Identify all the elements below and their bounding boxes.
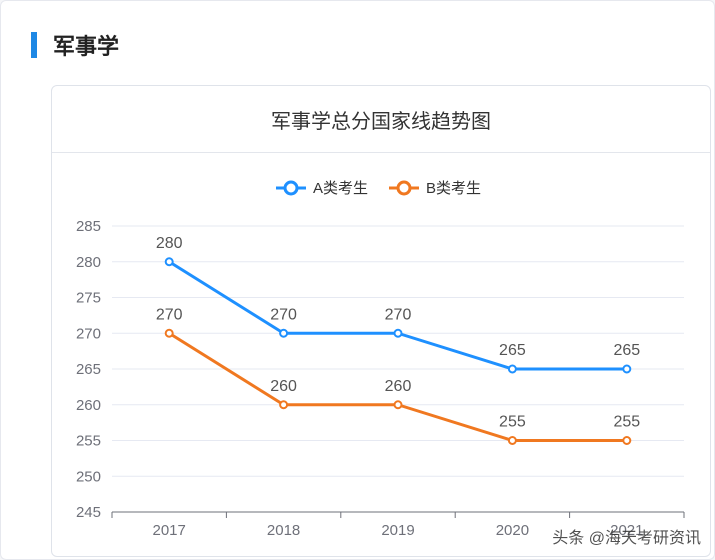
data-point — [393, 400, 403, 410]
data-label: 265 — [613, 342, 640, 359]
data-point — [507, 364, 517, 374]
data-point — [164, 257, 174, 267]
data-point — [393, 328, 403, 338]
data-label: 270 — [385, 306, 412, 323]
data-point — [279, 328, 289, 338]
y-tick-label: 275 — [76, 290, 101, 307]
watermark-text: 头条 @海天考研资讯 — [552, 530, 701, 547]
data-point — [622, 436, 632, 445]
data-point — [507, 436, 517, 445]
data-label: 270 — [156, 306, 183, 323]
section-title: 军事学 — [53, 34, 120, 59]
legend-label: A类考生 — [313, 180, 368, 197]
data-label: 260 — [385, 378, 412, 395]
x-tick-label: 2017 — [153, 522, 186, 539]
y-tick-label: 270 — [76, 325, 101, 342]
data-point — [164, 328, 174, 338]
legend-swatch-marker — [396, 180, 412, 196]
data-label: 255 — [613, 414, 640, 431]
chart-card: 军事学总分国家线趋势图 245 250 255 260 265 270 275 280 285 2… — [51, 85, 711, 557]
y-tick-label: 255 — [76, 433, 101, 450]
y-tick-label: 280 — [76, 254, 101, 271]
x-tick-label: 2021 — [610, 522, 643, 539]
data-point — [279, 400, 289, 410]
data-label: 260 — [270, 378, 297, 395]
data-point — [622, 364, 632, 374]
y-tick-label: 250 — [76, 468, 101, 485]
y-tick-label: 245 — [76, 504, 101, 521]
x-tick-label: 2018 — [267, 522, 300, 539]
y-tick-label: 265 — [76, 361, 101, 378]
x-tick-label: 2020 — [496, 522, 529, 539]
data-label: 255 — [499, 414, 526, 431]
data-label: 265 — [499, 342, 526, 359]
legend-swatch-marker — [283, 180, 299, 196]
y-tick-label: 260 — [76, 397, 101, 414]
section-header: 军事学 — [31, 31, 119, 59]
y-tick-label: 285 — [76, 218, 101, 235]
section-accent-bar — [31, 32, 37, 58]
data-label: 270 — [270, 306, 297, 323]
legend-label: B类考生 — [426, 180, 481, 197]
chart-title: 军事学总分国家线趋势图 — [52, 86, 710, 153]
x-tick-label: 2019 — [381, 522, 414, 539]
data-label: 280 — [156, 235, 183, 252]
line-chart: 245 250 255 260 265 270 275 280 285 2017 2018 2019 2… — [76, 180, 685, 539]
